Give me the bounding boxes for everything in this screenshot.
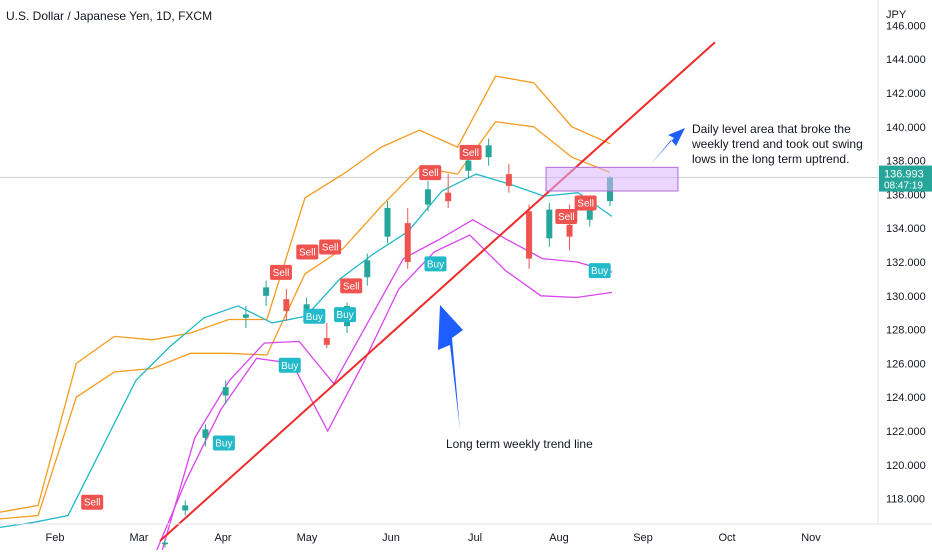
arrow-to-trend-line bbox=[438, 305, 463, 430]
last-price-value: 136.993 bbox=[884, 169, 924, 181]
candle-body bbox=[202, 429, 209, 438]
buy-signal-badge bbox=[212, 435, 235, 451]
y-tick-label: 130.000 bbox=[886, 291, 926, 303]
candle-body bbox=[182, 505, 189, 511]
x-tick-label: Nov bbox=[801, 532, 821, 544]
arrow-to-zone bbox=[650, 128, 685, 165]
x-tick-label: Mar bbox=[130, 532, 149, 544]
currency-label: JPY bbox=[886, 9, 907, 21]
candle-body bbox=[263, 287, 270, 296]
sell-signal-badge bbox=[574, 195, 597, 211]
buy-signal-label: Buy bbox=[591, 266, 608, 277]
candle-body bbox=[283, 299, 290, 312]
band-upper-inner bbox=[0, 121, 611, 520]
x-tick-label: Apr bbox=[214, 532, 231, 544]
y-tick-label: 128.000 bbox=[886, 325, 926, 337]
sell-signal-label: Sell bbox=[322, 242, 339, 253]
candle-body bbox=[485, 145, 492, 158]
candle-body bbox=[323, 338, 330, 345]
candle-body bbox=[505, 174, 512, 186]
candle-body bbox=[465, 160, 472, 171]
x-tick-label: Sep bbox=[633, 532, 653, 544]
x-tick-label: Jun bbox=[382, 532, 400, 544]
band-upper-outer bbox=[0, 75, 611, 513]
x-tick-label: Jul bbox=[468, 532, 482, 544]
candle-body bbox=[445, 192, 452, 202]
sell-signal-badge bbox=[269, 264, 292, 280]
buy-signal-badge bbox=[278, 357, 301, 373]
x-tick-label: Oct bbox=[718, 532, 735, 544]
x-tick-label: May bbox=[297, 532, 318, 544]
annotation-daily-level: Daily level area that broke the weekly t… bbox=[692, 122, 863, 166]
sell-signal-badge bbox=[319, 239, 342, 255]
candle-body bbox=[162, 542, 168, 545]
last-price-countdown: 08:47:19 bbox=[884, 181, 923, 192]
sell-signal-badge bbox=[340, 278, 363, 294]
annotation-trend-line: Long term weekly trend line bbox=[446, 437, 593, 451]
sell-signal-badge bbox=[459, 144, 482, 160]
buy-signal-badge bbox=[424, 256, 447, 272]
y-tick-label: 124.000 bbox=[886, 392, 926, 404]
buy-signal-label: Buy bbox=[336, 310, 353, 321]
y-tick-label: 140.000 bbox=[886, 122, 926, 134]
sell-signal-badge bbox=[419, 165, 442, 181]
x-tick-label: Aug bbox=[549, 532, 569, 544]
y-tick-label: 132.000 bbox=[886, 257, 926, 269]
candle-body bbox=[424, 189, 431, 205]
y-tick-label: 142.000 bbox=[886, 88, 926, 100]
last-price-badge bbox=[879, 165, 932, 192]
candle-body bbox=[242, 314, 249, 318]
y-tick-label: 134.000 bbox=[886, 223, 926, 235]
y-tick-label: 120.000 bbox=[886, 460, 926, 472]
y-tick-label: 138.000 bbox=[886, 156, 926, 168]
buy-signal-label: Buy bbox=[427, 259, 444, 270]
candle-body bbox=[586, 206, 593, 220]
sell-signal-badge bbox=[296, 244, 319, 260]
sell-signal-label: Sell bbox=[462, 148, 479, 159]
sell-signal-label: Sell bbox=[558, 212, 575, 223]
candle-body bbox=[364, 260, 371, 278]
buy-signal-label: Buy bbox=[215, 439, 232, 450]
chart-title: U.S. Dollar / Japanese Yen, 1D, FXCM bbox=[6, 9, 213, 23]
y-tick-label: 144.000 bbox=[886, 54, 926, 66]
y-tick-label: 122.000 bbox=[886, 426, 926, 438]
y-tick-label: 136.000 bbox=[886, 189, 926, 201]
candle-body bbox=[222, 387, 229, 396]
trend-line bbox=[159, 41, 716, 542]
y-tick-label: 146.000 bbox=[886, 20, 926, 32]
band-lower-outer bbox=[154, 234, 613, 555]
x-tick-label: Feb bbox=[46, 532, 65, 544]
buy-signal-badge bbox=[588, 263, 611, 279]
buy-signal-label: Buy bbox=[281, 361, 298, 372]
y-tick-label: 118.000 bbox=[886, 494, 925, 506]
band-lower-inner bbox=[160, 218, 613, 555]
daily-level-zone bbox=[545, 166, 679, 192]
sell-signal-label: Sell bbox=[422, 168, 439, 179]
sell-signal-label: Sell bbox=[84, 498, 101, 509]
y-tick-label: 126.000 bbox=[886, 358, 926, 370]
sell-signal-label: Sell bbox=[273, 268, 290, 279]
candle-body bbox=[404, 223, 411, 262]
sell-signal-badge bbox=[555, 209, 578, 225]
sell-signal-label: Sell bbox=[577, 199, 594, 210]
sell-signal-label: Sell bbox=[299, 248, 316, 259]
sell-signal-badge bbox=[81, 494, 104, 510]
buy-signal-badge bbox=[303, 308, 326, 324]
buy-signal-label: Buy bbox=[306, 312, 323, 323]
candle-body bbox=[526, 211, 533, 259]
buy-signal-badge bbox=[334, 307, 357, 323]
candle-body bbox=[546, 209, 553, 239]
candle-body bbox=[384, 207, 391, 237]
candle-body bbox=[566, 224, 573, 237]
sell-signal-label: Sell bbox=[343, 281, 360, 292]
